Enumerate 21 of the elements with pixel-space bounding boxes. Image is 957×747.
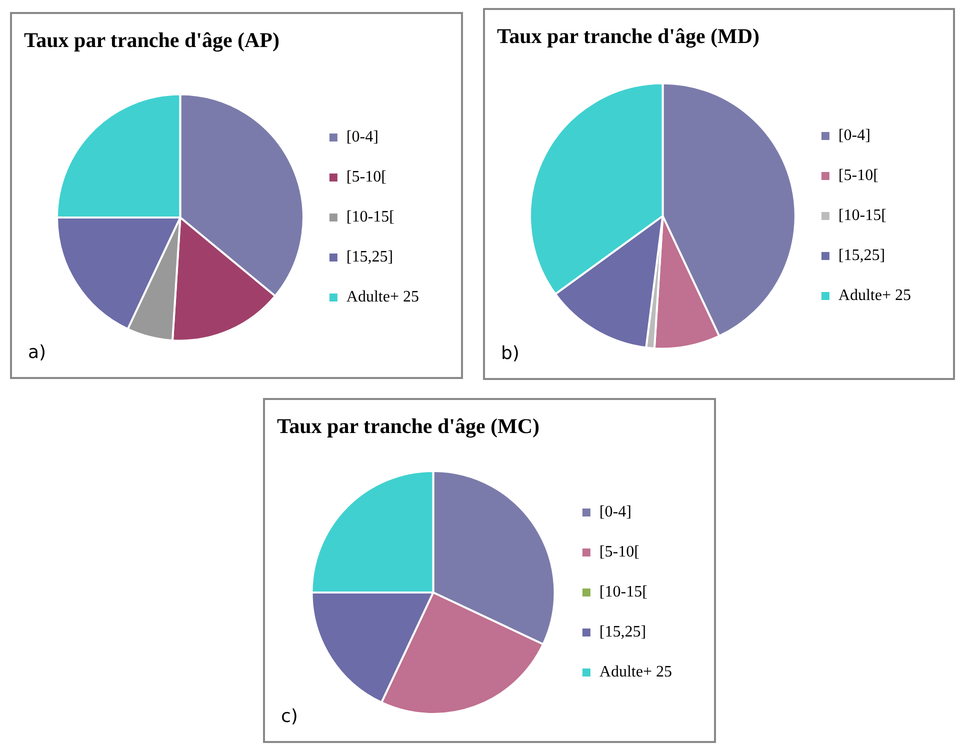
legend-label: [15,25]: [838, 247, 886, 264]
legend-label: Adulte+ 25: [346, 288, 420, 306]
legend-label: [5-10[: [346, 168, 386, 186]
legend-label: [0-4]: [838, 127, 870, 144]
chart-title: Taux par tranche d'âge (AP): [24, 28, 280, 53]
legend-label: [0-4]: [346, 128, 378, 146]
legend-label: [5-10[: [599, 544, 640, 561]
legend-label: [15,25]: [346, 248, 394, 266]
text: b): [501, 343, 520, 364]
legend-label: Adulte+ 25: [838, 287, 912, 304]
chart-title: Taux par tranche d'âge (MD): [497, 24, 760, 49]
legend-label: [5-10[: [838, 167, 878, 184]
legend-label: Adulte+ 25: [599, 664, 672, 681]
legend-label: [10-15[: [599, 584, 648, 601]
text: c): [281, 706, 298, 727]
legend-label: [15,25]: [599, 624, 646, 641]
legend-label: [0-4]: [599, 504, 632, 521]
chart-title: Taux par tranche d'âge (MC): [277, 414, 540, 439]
legend-label: [10-15[: [838, 207, 886, 224]
text: a): [28, 342, 46, 363]
legend-label: [10-15[: [346, 208, 394, 226]
